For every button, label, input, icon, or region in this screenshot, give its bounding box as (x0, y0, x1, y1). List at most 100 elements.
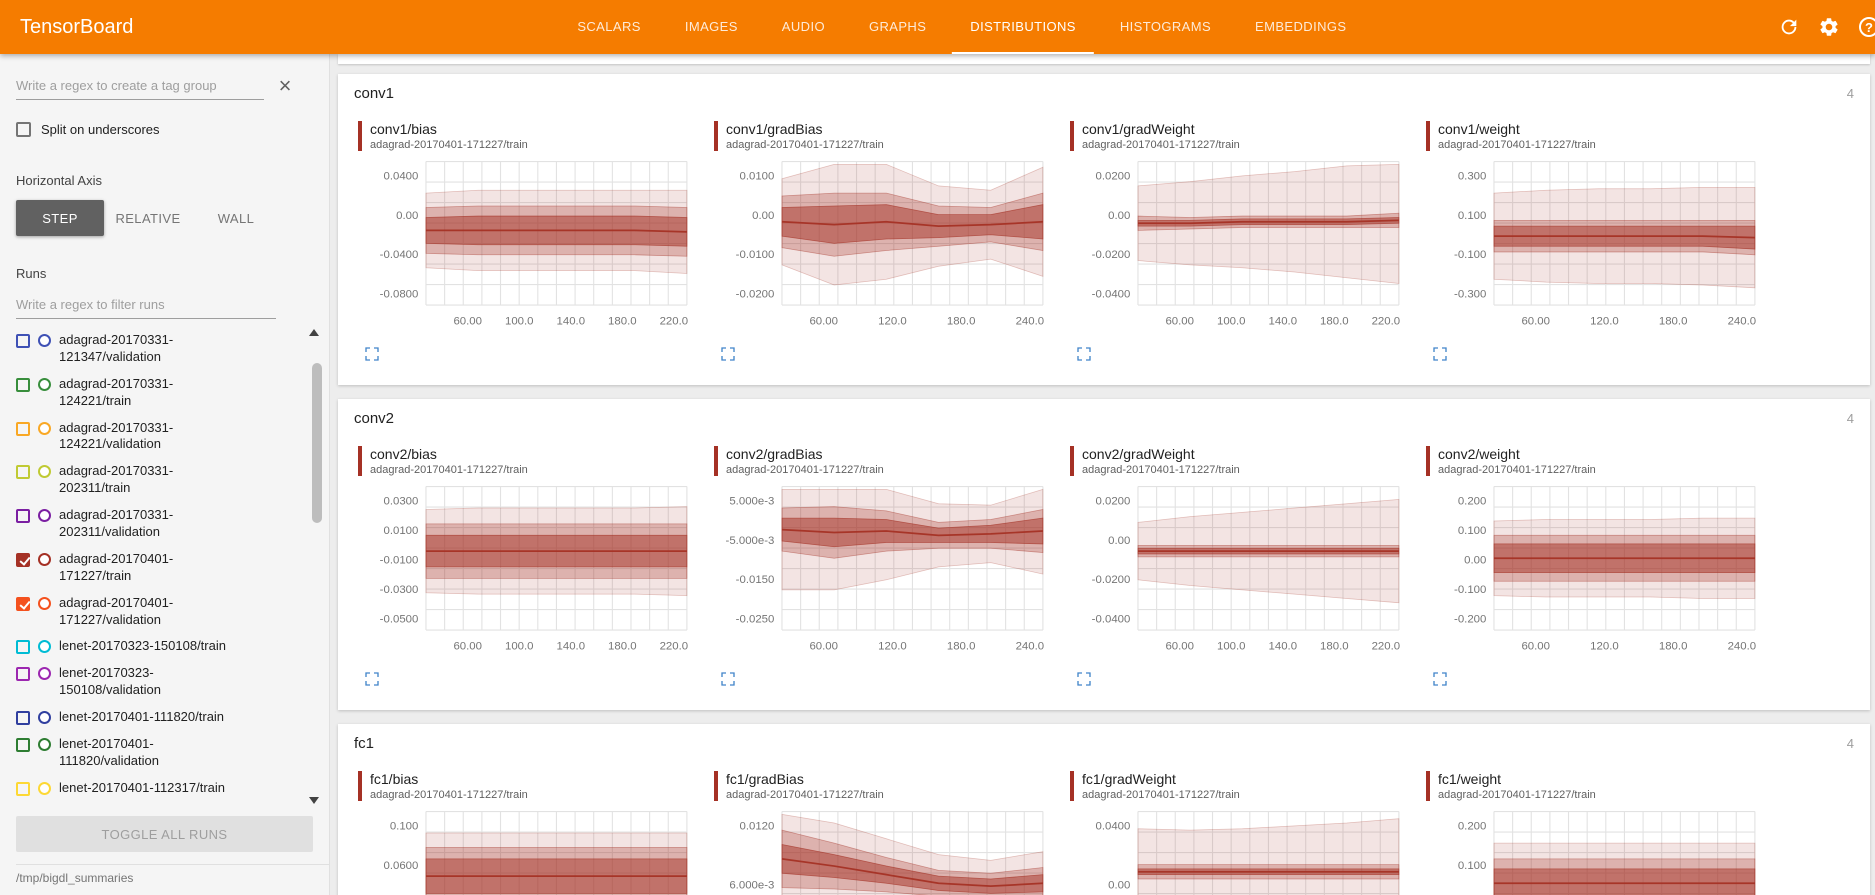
svg-text:0.00: 0.00 (752, 210, 774, 222)
app-title: TensorBoard (20, 15, 134, 38)
tag-filter-input[interactable] (16, 72, 264, 100)
run-item[interactable]: adagrad-20170401-171227/validation (16, 590, 299, 634)
expand-chart-icon[interactable] (1076, 346, 1092, 362)
settings-gear-icon[interactable] (1817, 15, 1841, 39)
split-underscores-option[interactable]: Split on underscores (16, 122, 329, 137)
run-item[interactable]: adagrad-20170331-202311/validation (16, 502, 299, 546)
run-item[interactable]: adagrad-20170401-171227/train (16, 546, 299, 590)
expand-chart-icon[interactable] (720, 671, 736, 687)
run-checkbox[interactable] (16, 596, 30, 611)
run-radio-icon[interactable] (38, 509, 51, 523)
tab-audio[interactable]: AUDIO (781, 19, 825, 34)
run-item[interactable]: adagrad-20170331-121347/validation (16, 327, 299, 371)
chart-run-name: adagrad-20170401-171227/train (1082, 139, 1240, 151)
category-header[interactable]: fc1 4 (338, 724, 1870, 761)
svg-text:120.0: 120.0 (878, 641, 907, 653)
run-radio-icon[interactable] (38, 552, 51, 566)
category-header[interactable]: conv2 4 (338, 399, 1870, 436)
run-item[interactable]: lenet-20170401-111820/train (16, 704, 299, 731)
run-item[interactable]: lenet-20170401-112317/train (16, 775, 299, 802)
run-checkbox[interactable] (16, 421, 30, 436)
distribution-plot[interactable]: 0.300 0.100 -0.100 -0.300 60.00 120.0 180.0 240… (1424, 155, 1764, 342)
close-icon[interactable]: × (278, 73, 292, 98)
run-radio-icon[interactable] (38, 711, 51, 725)
run-checkbox[interactable] (16, 640, 30, 655)
run-radio-icon[interactable] (38, 465, 51, 479)
svg-text:-0.0100: -0.0100 (380, 555, 419, 567)
runs-filter-input[interactable] (16, 291, 276, 319)
help-icon[interactable]: ? (1857, 15, 1875, 39)
run-item[interactable]: lenet-20170401-111820/validation (16, 731, 299, 775)
expand-chart-icon[interactable] (364, 671, 380, 687)
run-checkbox[interactable] (16, 552, 30, 567)
tab-images[interactable]: IMAGES (684, 19, 738, 34)
run-radio-icon[interactable] (38, 667, 51, 681)
run-checkbox[interactable] (16, 377, 30, 392)
distribution-plot[interactable]: 5.000e-3 -5.000e-3 -0.0150 -0.0250 60.00 120.… (712, 480, 1052, 667)
expand-chart-icon[interactable] (1432, 671, 1448, 687)
tab-embeddings[interactable]: EMBEDDINGS (1255, 19, 1347, 34)
run-item[interactable]: lenet-20170323-150108/validation (16, 660, 299, 704)
run-radio-icon[interactable] (38, 334, 51, 347)
svg-text:-0.0800: -0.0800 (380, 288, 419, 300)
svg-text:0.00: 0.00 (1464, 555, 1486, 567)
tab-scalars[interactable]: SCALARS (577, 19, 641, 34)
svg-text:60.00: 60.00 (809, 641, 838, 653)
run-radio-icon[interactable] (38, 640, 51, 654)
run-checkbox[interactable] (16, 465, 30, 480)
run-item[interactable]: adagrad-20170331-124221/train (16, 371, 299, 415)
svg-text:0.0100: 0.0100 (383, 525, 418, 537)
run-item[interactable]: adagrad-20170331-124221/validation (16, 415, 299, 459)
svg-text:0.00: 0.00 (396, 210, 418, 222)
run-checkbox[interactable] (16, 781, 30, 796)
chart-title: conv2/gradWeight (1082, 446, 1195, 462)
expand-chart-icon[interactable] (1432, 346, 1448, 362)
run-checkbox[interactable] (16, 711, 30, 726)
run-radio-icon[interactable] (38, 596, 51, 610)
distribution-plot[interactable]: 0.0200 0.00 -0.0200 -0.0400 60.00 100.0 140.0 1… (1068, 480, 1408, 667)
distribution-plot[interactable]: 0.0100 0.00 -0.0100 -0.0200 60.00 120.0 180.0 2… (712, 155, 1052, 342)
run-radio-icon[interactable] (38, 377, 51, 391)
run-item[interactable]: lenet-20170323-150108/train (16, 633, 299, 660)
run-checkbox[interactable] (16, 667, 30, 682)
run-radio-icon[interactable] (38, 738, 51, 752)
run-checkbox[interactable] (16, 509, 30, 524)
run-radio-icon[interactable] (38, 421, 51, 435)
distribution-plot[interactable]: 0.0300 0.0100 -0.0100 -0.0300 -0.0500 60.00 10… (356, 480, 696, 667)
tab-graphs[interactable]: GRAPHS (868, 19, 927, 34)
scroll-down-arrow-icon[interactable] (309, 797, 319, 804)
expand-chart-icon[interactable] (1076, 671, 1092, 687)
run-item[interactable]: adagrad-20170331-202311/train (16, 458, 299, 502)
expand-chart-icon[interactable] (720, 346, 736, 362)
svg-text:100.0: 100.0 (1217, 641, 1246, 653)
category-conv1: conv1 4 conv1/bias adagrad-20170401-171227/… (338, 74, 1870, 385)
run-radio-icon[interactable] (38, 781, 51, 795)
axis-button-relative[interactable]: RELATIVE (104, 200, 192, 236)
run-checkbox[interactable] (16, 334, 30, 348)
refresh-icon[interactable] (1777, 15, 1801, 39)
chart-run-name: adagrad-20170401-171227/train (370, 464, 528, 476)
distribution-plot[interactable]: 0.0200 0.00 -0.0200 -0.0400 60.00 100.0 140.0 1… (1068, 155, 1408, 342)
chart-grid: fc1/bias adagrad-20170401-171227/train 0.1… (338, 761, 1870, 895)
scroll-up-arrow-icon[interactable] (309, 329, 319, 336)
svg-text:180.0: 180.0 (608, 641, 637, 653)
axis-button-step[interactable]: STEP (16, 200, 104, 236)
svg-text:180.0: 180.0 (1320, 316, 1349, 328)
expand-chart-icon[interactable] (364, 346, 380, 362)
axis-button-wall[interactable]: WALL (192, 200, 280, 236)
distribution-plot[interactable]: 0.200 0.100 0.00 -0.100 -0.200 60.00 120.0 180.… (1424, 480, 1764, 667)
run-item[interactable]: lenet-20170401-112317/validation (16, 802, 299, 806)
tab-histograms[interactable]: HISTOGRAMS (1119, 19, 1212, 34)
distribution-plot[interactable]: 0.0400 0.00 -0.0400 -0.0800 60.00 100.0 140.0 1… (356, 155, 696, 342)
split-underscores-checkbox[interactable] (16, 122, 31, 137)
tab-distributions[interactable]: DISTRIBUTIONS (948, 0, 1098, 54)
run-checkbox[interactable] (16, 738, 30, 753)
chart-run-name: adagrad-20170401-171227/train (1438, 789, 1596, 801)
category-header[interactable]: conv1 4 (338, 74, 1870, 111)
scrollbar-thumb[interactable] (312, 363, 322, 523)
toggle-all-runs-button[interactable]: TOGGLE ALL RUNS (16, 816, 313, 852)
